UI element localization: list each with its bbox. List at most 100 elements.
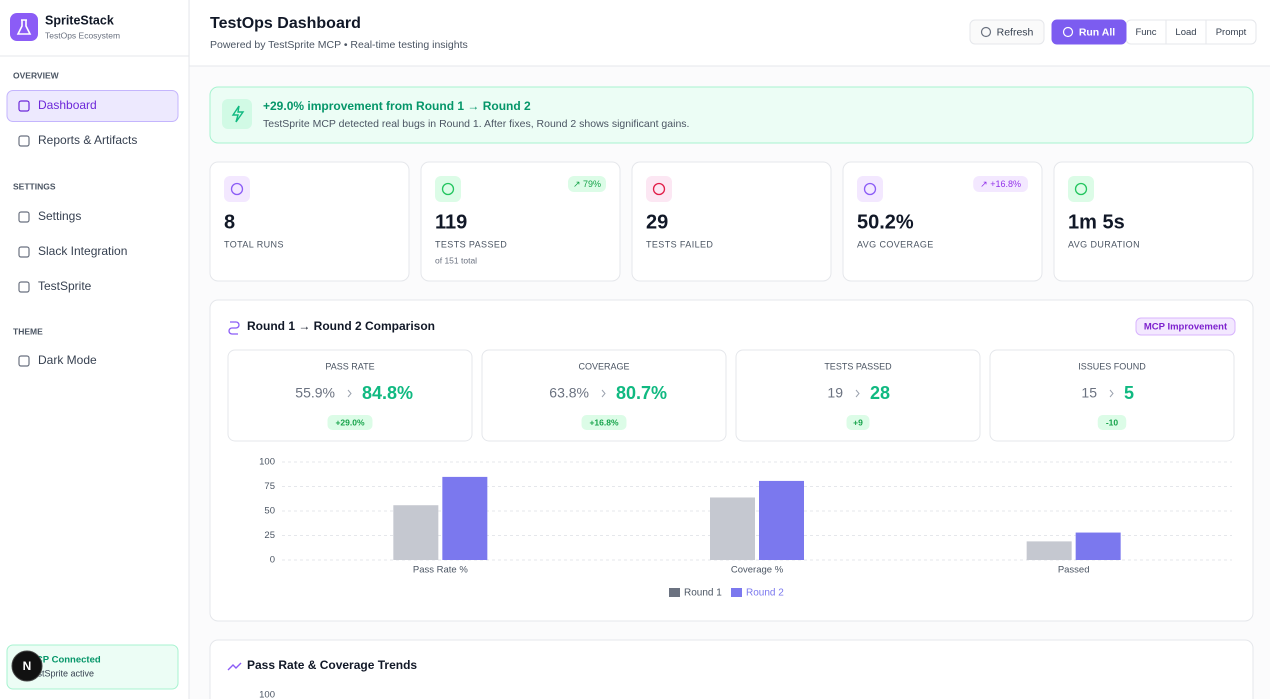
compare-after: 80.7% — [616, 383, 667, 403]
bar — [1075, 532, 1121, 560]
section-title: SETTINGS — [13, 181, 56, 191]
banner-title: +29.0% improvement from Round 1 → Round … — [263, 99, 531, 113]
section-title: OVERVIEW — [13, 70, 60, 80]
compare-delta-box — [327, 415, 373, 430]
y-tick-label: 100 — [259, 457, 275, 468]
stat-icon-box — [224, 176, 250, 202]
nav-icon — [18, 246, 30, 258]
stat-badge-box — [973, 176, 1028, 192]
stat-icon — [1074, 182, 1088, 196]
stat-icon — [230, 182, 244, 196]
nav-item[interactable]: TestSprite — [38, 279, 92, 293]
x-tick-label: Passed — [1058, 565, 1090, 576]
nav-icon — [18, 211, 30, 223]
bar — [1026, 541, 1072, 560]
x-tick-label: Pass Rate % — [413, 565, 468, 576]
compare-label: TESTS PASSED — [824, 361, 892, 371]
brand-logo — [10, 13, 38, 41]
stat-card — [209, 161, 410, 282]
compare-before: 55.9% — [295, 385, 335, 401]
banner-icon-box — [222, 99, 252, 129]
y-tick-label: 25 — [264, 530, 275, 541]
status-title: MCP Connected — [28, 655, 101, 666]
comparison-badge-box — [1135, 317, 1236, 336]
button-label[interactable]: Prompt — [1216, 27, 1247, 38]
stat-icon-box — [646, 176, 672, 202]
compare-delta: -10 — [1106, 417, 1119, 427]
compare-chevron — [601, 389, 606, 398]
compare-chevron — [347, 389, 352, 398]
y-tick-label: 100 — [259, 690, 275, 699]
stat-card — [631, 161, 832, 282]
status-box — [6, 644, 179, 690]
button-label[interactable]: Func — [1135, 27, 1156, 38]
compare-card — [989, 349, 1235, 442]
brand-tagline: TestOps Ecosystem — [45, 30, 120, 40]
nav-icon — [18, 355, 30, 367]
compare-card — [481, 349, 727, 442]
compare-label: ISSUES FOUND — [1078, 361, 1146, 371]
nav-item[interactable]: Reports & Artifacts — [38, 133, 137, 147]
nav-icon — [18, 135, 30, 147]
compare-chevron — [1109, 389, 1114, 398]
button[interactable] — [1051, 19, 1127, 45]
bar — [710, 497, 755, 560]
nav-item[interactable]: Dashboard — [38, 98, 97, 112]
compare-delta: +29.0% — [335, 417, 365, 427]
trends-title: Pass Rate & Coverage Trends — [247, 658, 417, 672]
legend-label: Round 1 — [684, 588, 722, 599]
comparison-icon — [228, 321, 240, 335]
bar — [393, 505, 439, 560]
compare-after: 28 — [870, 383, 890, 403]
compare-before: 63.8% — [549, 385, 589, 401]
nav-item[interactable]: Settings — [38, 209, 81, 223]
stat-badge: ↗ 79% — [573, 179, 601, 189]
stat-icon-box — [435, 176, 461, 202]
compare-delta-box — [581, 415, 627, 430]
button-label[interactable]: Load — [1175, 27, 1196, 38]
stat-card — [420, 161, 621, 282]
y-tick-label: 50 — [264, 506, 275, 517]
stat-icon-box — [1068, 176, 1094, 202]
compare-delta: +16.8% — [589, 417, 619, 427]
compare-card — [227, 349, 473, 442]
bar — [442, 476, 488, 560]
stat-value: 1m 5s — [1068, 211, 1125, 233]
compare-delta-box — [846, 415, 870, 430]
stat-badge: ↗ +16.8% — [980, 179, 1021, 189]
stat-value: 29 — [646, 211, 668, 233]
avatar-letter: N — [23, 659, 32, 673]
stat-badge-box — [568, 176, 606, 192]
compare-after: 5 — [1124, 383, 1134, 403]
compare-label: COVERAGE — [578, 361, 629, 371]
stat-value: 50.2% — [857, 211, 914, 233]
nav-icon — [18, 281, 30, 293]
avatar — [11, 650, 43, 682]
stat-icon-box — [857, 176, 883, 202]
button[interactable] — [969, 19, 1045, 45]
trends-icon — [227, 662, 242, 671]
compare-delta-box — [1097, 415, 1127, 430]
nav-item[interactable]: Slack Integration — [38, 244, 127, 258]
stat-icon — [652, 182, 666, 196]
stat-value: 8 — [224, 211, 235, 233]
stat-icon — [441, 182, 455, 196]
banner-icon — [231, 105, 245, 123]
x-tick-label: Coverage % — [731, 565, 784, 576]
comparison-badge: MCP Improvement — [1144, 322, 1228, 333]
legend-label: Round 2 — [746, 588, 784, 599]
stat-label: TESTS FAILED — [646, 239, 713, 249]
compare-before: 19 — [827, 385, 843, 401]
stat-label: AVG COVERAGE — [857, 239, 934, 249]
trends-panel — [209, 639, 1254, 699]
stat-icon — [863, 182, 877, 196]
nav-item[interactable]: Dark Mode — [38, 353, 97, 367]
section-title: THEME — [13, 326, 43, 336]
button-label[interactable]: Run All — [1079, 26, 1115, 38]
compare-delta: +9 — [853, 417, 863, 427]
compare-card — [735, 349, 981, 442]
button-label[interactable]: Refresh — [997, 26, 1034, 38]
page-subtitle: Powered by TestSprite MCP • Real-time te… — [210, 39, 468, 51]
nav-active — [6, 90, 179, 122]
